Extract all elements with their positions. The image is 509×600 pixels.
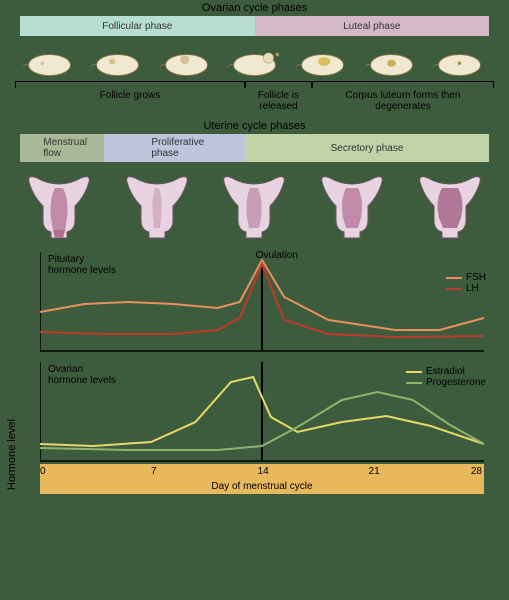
pituitary-chart: Pituitary hormone levels Ovulation FSH L… [40, 252, 484, 352]
ovary-row [0, 36, 509, 81]
legend-estradiol: Estradiol [406, 366, 486, 377]
bracket-label: Follicle is released [258, 90, 299, 112]
swatch-icon [446, 288, 462, 290]
uterus-3 [214, 170, 294, 240]
uterus-2 [117, 170, 197, 240]
secretory-seg: Secretory phase [245, 134, 489, 162]
xtick-21: 21 [369, 466, 380, 477]
bracket-label: Follicle grows [100, 90, 161, 101]
swatch-icon [446, 277, 462, 279]
xtick-0: 0 [40, 466, 46, 477]
x-axis-bar: 0 7 14 21 28 Day of menstrual cycle [40, 464, 484, 494]
ovarian-phase-bar: Follicular phase Luteal phase [20, 16, 489, 36]
x-axis-label: Day of menstrual cycle [211, 481, 312, 492]
uterine-phase-bar: Menstrual flow Proliferative phase Secre… [20, 134, 489, 162]
ovarian-legend: Estradiol Progesterone [406, 366, 486, 388]
ovary-7 [432, 44, 487, 79]
uterus-4 [312, 170, 392, 240]
uterus-row [0, 162, 509, 244]
bracket-follicle-released: Follicle is released [245, 81, 312, 112]
ovary-3 [159, 44, 214, 79]
ovarian-hormone-chart: Ovarian hormone levels Estradiol Progest… [40, 362, 484, 462]
ovarian-brackets: Follicle grows Follicle is released Corp… [0, 81, 509, 112]
bracket-label: Corpus luteum forms then degenerates [345, 90, 460, 112]
uterus-1 [19, 170, 99, 240]
ovarian-chart-title: Ovarian hormone levels [48, 364, 116, 386]
swatch-icon [406, 371, 422, 373]
proliferative-seg: Proliferative phase [104, 134, 245, 162]
xtick-7: 7 [151, 466, 157, 477]
legend-label: Progesterone [426, 377, 486, 388]
ovary-4 [227, 44, 282, 79]
xtick-14: 14 [258, 466, 269, 477]
ovary-2 [90, 44, 145, 79]
pituitary-legend: FSH LH [446, 272, 486, 294]
ovary-5 [295, 44, 350, 79]
uterus-5 [410, 170, 490, 240]
luteal-phase-seg: Luteal phase [255, 16, 490, 36]
uterine-title: Uterine cycle phases [0, 118, 509, 134]
legend-progesterone: Progesterone [406, 377, 486, 388]
bracket-follicle-grows: Follicle grows [15, 81, 245, 112]
legend-lh: LH [446, 283, 486, 294]
follicular-phase-seg: Follicular phase [20, 16, 255, 36]
menstrual-flow-seg: Menstrual flow [20, 134, 104, 162]
legend-label: FSH [466, 272, 486, 283]
legend-fsh: FSH [446, 272, 486, 283]
ovarian-title: Ovarian cycle phases [0, 0, 509, 16]
ovary-1 [22, 44, 77, 79]
ovary-6 [364, 44, 419, 79]
bracket-corpus-luteum: Corpus luteum forms then degenerates [312, 81, 494, 112]
pituitary-chart-title: Pituitary hormone levels [48, 254, 116, 276]
legend-label: Estradiol [426, 366, 465, 377]
swatch-icon [406, 382, 422, 384]
ovulation-label: Ovulation [256, 250, 298, 261]
xtick-28: 28 [471, 466, 482, 477]
legend-label: LH [466, 283, 479, 294]
y-axis-label: Hormone level [6, 419, 18, 490]
